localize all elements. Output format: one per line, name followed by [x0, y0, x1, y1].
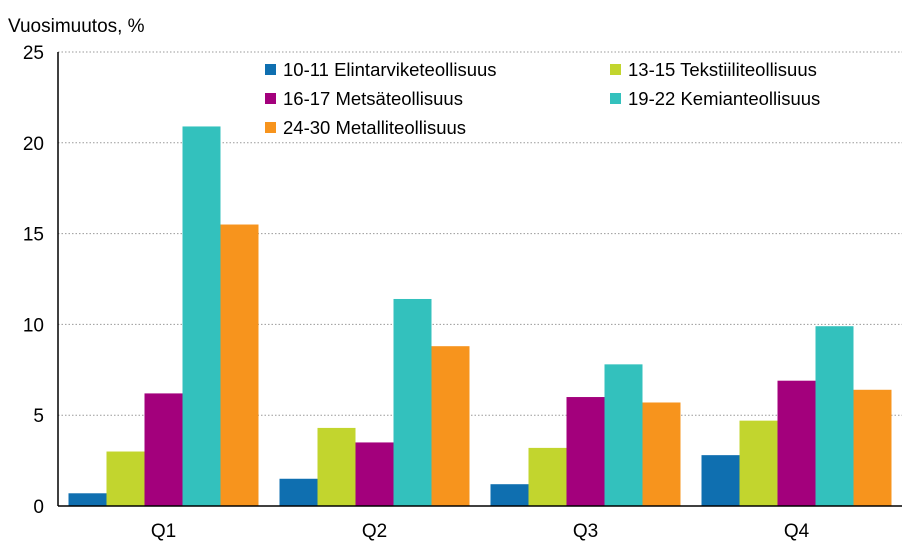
bar	[355, 442, 394, 506]
y-tick-label: 10	[23, 315, 44, 336]
x-tick-label: Q2	[362, 521, 387, 542]
bar	[604, 364, 643, 506]
bar	[853, 389, 892, 506]
bar	[739, 420, 778, 506]
bar	[144, 393, 183, 506]
legend-swatch	[610, 64, 621, 75]
y-axis-title: Vuosimuutos, %	[8, 16, 145, 37]
bar	[220, 224, 259, 506]
legend-label: 24-30 Metalliteollisuus	[283, 117, 466, 138]
y-tick-label: 20	[23, 134, 44, 155]
legend-label: 13-15 Tekstiiliteollisuus	[628, 59, 817, 80]
bar	[393, 298, 432, 506]
x-tick-label: Q1	[151, 521, 176, 542]
legend-label: 19-22 Kemianteollisuus	[628, 88, 820, 109]
x-tick-label: Q4	[784, 521, 810, 542]
y-tick-labels: 0 5 10 15 20 25	[23, 43, 44, 518]
bar	[431, 346, 470, 506]
bar	[490, 484, 529, 506]
legend-swatch	[265, 64, 276, 75]
y-tick-label: 5	[33, 406, 44, 427]
bar	[815, 326, 854, 506]
legend-swatch	[610, 93, 621, 104]
bar	[528, 447, 567, 506]
legend-label: 10-11 Elintarviketeollisuus	[283, 59, 497, 80]
legend: 10-11 Elintarviketeollisuus 13-15 Tekstii…	[265, 59, 820, 138]
y-tick-label: 25	[23, 43, 44, 64]
legend-label: 16-17 Metsäteollisuus	[283, 88, 463, 109]
bar	[279, 478, 318, 506]
x-tick-labels: Q1 Q2 Q3 Q4	[151, 521, 810, 542]
bar	[68, 493, 107, 506]
bar	[317, 427, 356, 506]
legend-swatch	[265, 122, 276, 133]
bar	[701, 455, 740, 506]
bar	[642, 402, 681, 506]
bar	[777, 380, 816, 506]
y-tick-label: 15	[23, 225, 44, 246]
bar	[182, 126, 221, 507]
axes-group	[57, 52, 902, 507]
x-tick-label: Q3	[573, 521, 598, 542]
bar	[566, 397, 605, 506]
bars-group	[68, 126, 892, 507]
legend-swatch	[265, 93, 276, 104]
bar	[106, 451, 145, 506]
y-tick-label: 0	[33, 497, 44, 518]
